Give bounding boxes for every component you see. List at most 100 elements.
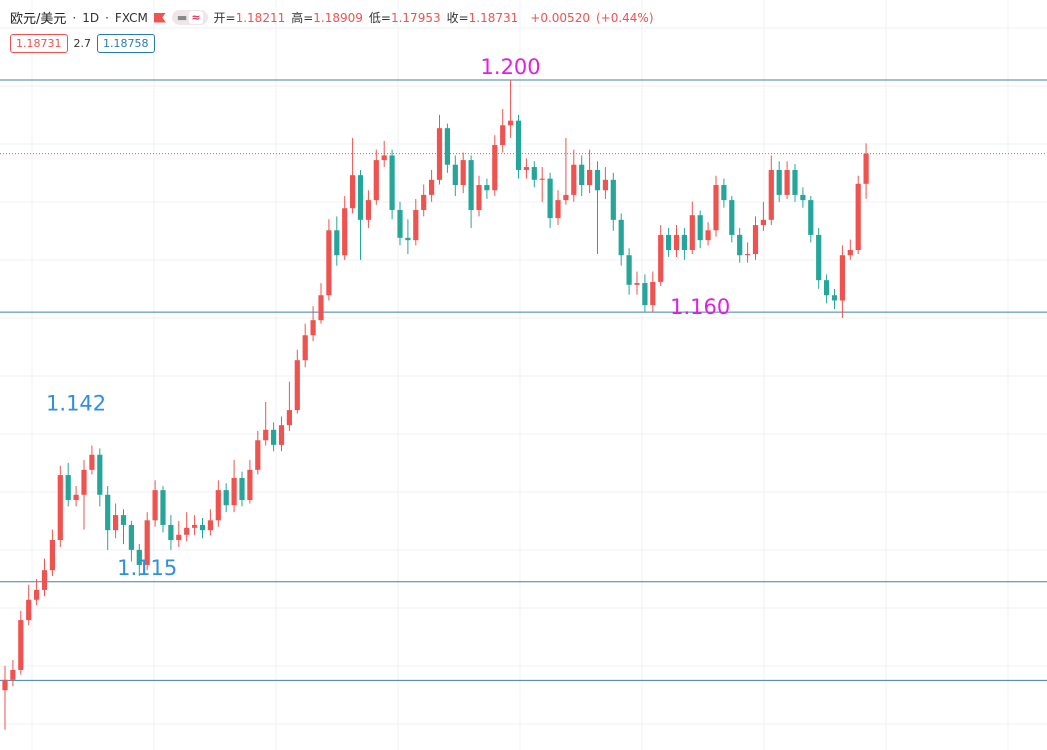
candle-body xyxy=(697,215,703,241)
stat: 开=1.18211 xyxy=(214,11,286,25)
interval[interactable]: 1D xyxy=(82,10,100,25)
candle-body xyxy=(357,175,364,220)
candle-body xyxy=(318,295,324,321)
candle-body xyxy=(847,250,853,256)
change: +0.00520 xyxy=(530,10,590,25)
candle-body xyxy=(57,475,63,541)
sep: · xyxy=(105,10,109,25)
badge: 1.18758 xyxy=(97,34,155,53)
candle-body xyxy=(381,155,387,161)
candle-body xyxy=(602,179,608,191)
candle-body xyxy=(239,477,245,500)
candle-body xyxy=(563,194,569,201)
candle-body xyxy=(255,440,261,470)
candle-body xyxy=(594,169,601,191)
compare-pill[interactable]: ▬ ≈ xyxy=(171,10,208,25)
candle-body xyxy=(160,490,166,525)
candle-body xyxy=(413,209,419,241)
candle-body xyxy=(713,185,719,231)
candle-body xyxy=(247,469,253,500)
candle-body xyxy=(286,410,292,426)
stat-value: 1.18731 xyxy=(468,11,519,25)
candle-body xyxy=(737,234,743,256)
candle-body xyxy=(808,200,814,235)
candle-body xyxy=(144,520,150,565)
annotation: 1.142 xyxy=(46,391,106,415)
candle-body xyxy=(73,494,79,500)
candle-body xyxy=(231,477,237,506)
candle-body xyxy=(18,620,24,670)
candle-body xyxy=(223,490,229,506)
stat-label: 高= xyxy=(291,11,314,25)
candle-body xyxy=(41,570,48,590)
candle-body xyxy=(89,454,95,470)
candle-body xyxy=(81,469,87,495)
stat-value: 1.17953 xyxy=(390,11,441,25)
candle-body xyxy=(523,167,529,170)
candle-body xyxy=(547,178,553,219)
candle-body xyxy=(768,169,774,220)
candle-body xyxy=(460,160,466,186)
candle-body xyxy=(618,219,624,256)
candle-body xyxy=(10,669,16,680)
candle-body xyxy=(831,295,838,301)
candle-body xyxy=(34,589,40,600)
candle-body xyxy=(152,490,158,521)
stats: 开=1.18211 高=1.18909 低=1.17953 收=1.18731 xyxy=(214,9,525,26)
candle-body xyxy=(2,679,8,691)
stat-value: 1.18211 xyxy=(235,11,286,25)
candle-body xyxy=(128,524,134,550)
candle-body xyxy=(405,237,411,241)
candle-body xyxy=(721,185,727,201)
candle-body xyxy=(373,160,379,201)
flag-icon[interactable] xyxy=(153,12,166,23)
candle-body xyxy=(839,255,845,301)
candle-body xyxy=(626,255,632,285)
candle-body xyxy=(310,320,316,336)
candle-body xyxy=(681,234,687,250)
candle-body xyxy=(365,200,371,220)
candle-body xyxy=(642,283,648,306)
candle-body xyxy=(484,185,490,191)
candle-body xyxy=(745,254,751,256)
candle-body xyxy=(334,230,340,256)
candle-body xyxy=(302,335,308,361)
candle-body xyxy=(271,429,277,445)
candle-body xyxy=(610,179,616,220)
candle-body xyxy=(49,540,55,571)
candle-body xyxy=(855,183,861,250)
candle-body xyxy=(673,234,680,250)
badge: 2.7 xyxy=(73,37,92,50)
candle-body xyxy=(215,490,221,521)
candle-body xyxy=(666,234,672,250)
stat-label: 开= xyxy=(213,11,236,25)
candle-body xyxy=(824,280,830,296)
sep: · xyxy=(72,10,77,25)
candle-body xyxy=(184,527,190,535)
candle-body xyxy=(278,425,285,445)
pill-text: ≈ xyxy=(189,11,203,24)
candle-body xyxy=(444,128,450,165)
candle-body xyxy=(658,234,664,282)
candle-body xyxy=(97,454,103,495)
stat-value: 1.18909 xyxy=(313,11,363,25)
candle-body xyxy=(816,234,822,281)
candle-body xyxy=(784,169,790,195)
candle-body xyxy=(792,169,798,195)
candle-body xyxy=(350,175,356,209)
candle-body xyxy=(192,524,198,528)
badges: 1.18731 2.7 1.18758 xyxy=(10,34,155,53)
candle-body xyxy=(571,164,577,195)
candle-body xyxy=(729,200,735,235)
stat: 高=1.18909 xyxy=(291,11,363,25)
badge: 1.18731 xyxy=(10,34,68,53)
candle-body xyxy=(120,515,127,525)
candle-body xyxy=(199,524,206,531)
stat: 收=1.18731 xyxy=(447,11,519,25)
candle-body xyxy=(429,179,435,195)
candle-body xyxy=(515,120,522,170)
candle-body xyxy=(508,120,514,126)
annotation: 1.115 xyxy=(117,556,177,580)
candle-body xyxy=(650,281,656,306)
